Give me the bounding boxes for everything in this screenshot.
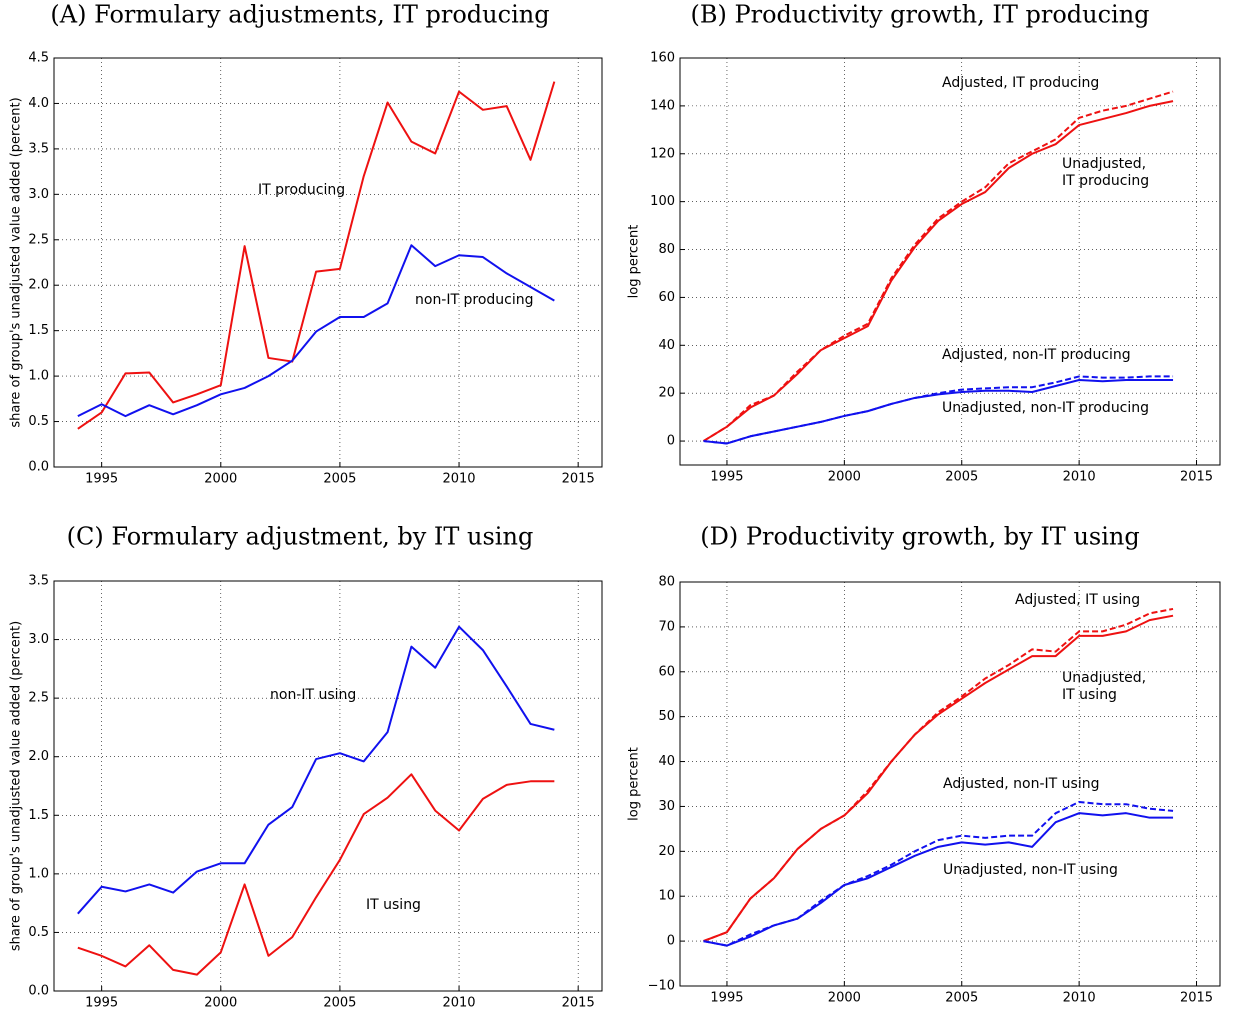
annotation: IT using bbox=[1062, 687, 1117, 703]
y-tick-label: 2.0 bbox=[28, 278, 49, 293]
annotation: non-IT producing bbox=[415, 292, 534, 308]
x-tick-label: 2010 bbox=[1063, 470, 1096, 485]
x-tick-label: 1995 bbox=[85, 472, 118, 487]
y-tick-label: 1.5 bbox=[28, 323, 49, 338]
data-line bbox=[703, 607, 1174, 943]
y-tick-label: 20 bbox=[658, 844, 675, 859]
y-tick-label: 140 bbox=[650, 98, 675, 113]
x-tick-label: 2015 bbox=[562, 472, 595, 487]
data-line bbox=[703, 375, 1174, 445]
x-tick-label: 2015 bbox=[562, 996, 595, 1011]
y-tick-label: 100 bbox=[650, 194, 675, 209]
y-tick-label: 2.0 bbox=[28, 749, 49, 764]
y-tick-label: −10 bbox=[648, 979, 675, 994]
y-tick-label: 2.5 bbox=[28, 691, 49, 706]
y-tick-label: 30 bbox=[658, 799, 675, 814]
x-tick-label: 2000 bbox=[204, 996, 237, 1011]
y-tick-label: 3.0 bbox=[28, 632, 49, 647]
y-tick-label: 120 bbox=[650, 146, 675, 161]
y-axis-label: share of group's unadjusted value added … bbox=[9, 97, 24, 427]
annotation: Unadjusted, non-IT using bbox=[943, 862, 1118, 878]
annotation: Unadjusted, bbox=[1062, 156, 1146, 172]
data-line bbox=[703, 379, 1174, 445]
data-line bbox=[77, 625, 555, 915]
x-tick-label: 1995 bbox=[710, 470, 743, 485]
chart-title: (C) Formulary adjustment, by IT using bbox=[67, 523, 534, 551]
y-tick-label: 60 bbox=[658, 290, 675, 305]
x-tick-label: 2010 bbox=[1063, 991, 1096, 1006]
data-line bbox=[703, 614, 1174, 943]
x-tick-label: 1995 bbox=[85, 996, 118, 1011]
data-line bbox=[703, 812, 1174, 947]
x-tick-label: 2015 bbox=[1180, 470, 1213, 485]
annotation: IT producing bbox=[258, 182, 345, 198]
annotation: Adjusted, non-IT using bbox=[943, 776, 1099, 792]
y-tick-label: 0.0 bbox=[28, 460, 49, 475]
data-line bbox=[702, 100, 1174, 442]
y-tick-label: 1.5 bbox=[28, 808, 49, 823]
y-tick-label: 0.5 bbox=[28, 414, 49, 429]
data-line bbox=[77, 81, 556, 430]
annotation: Adjusted, non-IT producing bbox=[942, 347, 1131, 363]
y-tick-label: 3.5 bbox=[28, 141, 49, 156]
y-tick-label: 2.5 bbox=[28, 232, 49, 247]
y-tick-label: 60 bbox=[658, 664, 675, 679]
x-tick-label: 2000 bbox=[828, 470, 861, 485]
x-tick-label: 2005 bbox=[323, 472, 356, 487]
x-tick-label: 2005 bbox=[945, 470, 978, 485]
plot-frame bbox=[679, 581, 1221, 987]
annotation: Unadjusted, bbox=[1062, 670, 1146, 686]
x-tick-label: 2010 bbox=[442, 472, 475, 487]
y-tick-label: 70 bbox=[658, 619, 675, 634]
y-tick-label: 0.0 bbox=[28, 984, 49, 999]
annotation: IT using bbox=[366, 897, 421, 913]
x-tick-label: 2000 bbox=[204, 472, 237, 487]
x-tick-label: 2015 bbox=[1180, 991, 1213, 1006]
chart-title: (B) Productivity growth, IT producing bbox=[690, 1, 1149, 29]
y-tick-label: 4.0 bbox=[28, 96, 49, 111]
x-tick-label: 2010 bbox=[442, 996, 475, 1011]
y-axis-label: log percent bbox=[627, 747, 642, 821]
plot-frame bbox=[53, 57, 603, 468]
data-line bbox=[702, 90, 1174, 442]
y-tick-label: 1.0 bbox=[28, 866, 49, 881]
annotation: Adjusted, IT using bbox=[1015, 592, 1140, 608]
plot-frame bbox=[679, 57, 1221, 466]
y-tick-label: 3.5 bbox=[28, 574, 49, 589]
annotation: Unadjusted, non-IT producing bbox=[942, 400, 1149, 416]
y-tick-label: 80 bbox=[658, 575, 675, 590]
x-tick-label: 2005 bbox=[323, 996, 356, 1011]
y-tick-label: 0 bbox=[667, 934, 675, 949]
y-tick-label: 4.5 bbox=[28, 51, 49, 66]
data-line bbox=[77, 244, 555, 418]
y-tick-label: 160 bbox=[650, 51, 675, 66]
y-tick-label: 50 bbox=[658, 709, 675, 724]
y-tick-label: 10 bbox=[658, 889, 675, 904]
y-tick-label: 80 bbox=[658, 242, 675, 257]
plot-frame bbox=[53, 580, 603, 992]
x-tick-label: 2005 bbox=[945, 991, 978, 1006]
y-tick-label: 40 bbox=[658, 338, 675, 353]
chart-title: (A) Formulary adjustments, IT producing bbox=[50, 1, 549, 29]
y-tick-label: 0 bbox=[667, 434, 675, 449]
y-tick-label: 0.5 bbox=[28, 925, 49, 940]
chart-title: (D) Productivity growth, by IT using bbox=[700, 523, 1139, 551]
x-tick-label: 1995 bbox=[710, 991, 743, 1006]
annotation: non-IT using bbox=[270, 687, 356, 703]
y-tick-label: 40 bbox=[658, 754, 675, 769]
data-line bbox=[77, 773, 555, 976]
y-axis-label: log percent bbox=[627, 225, 642, 299]
y-tick-label: 20 bbox=[658, 386, 675, 401]
y-tick-label: 3.0 bbox=[28, 187, 49, 202]
annotation: IT producing bbox=[1062, 173, 1149, 189]
y-tick-label: 1.0 bbox=[28, 369, 49, 384]
x-tick-label: 2000 bbox=[828, 991, 861, 1006]
y-axis-label: share of group's unadjusted value added … bbox=[9, 621, 24, 951]
annotation: Adjusted, IT producing bbox=[942, 75, 1099, 91]
